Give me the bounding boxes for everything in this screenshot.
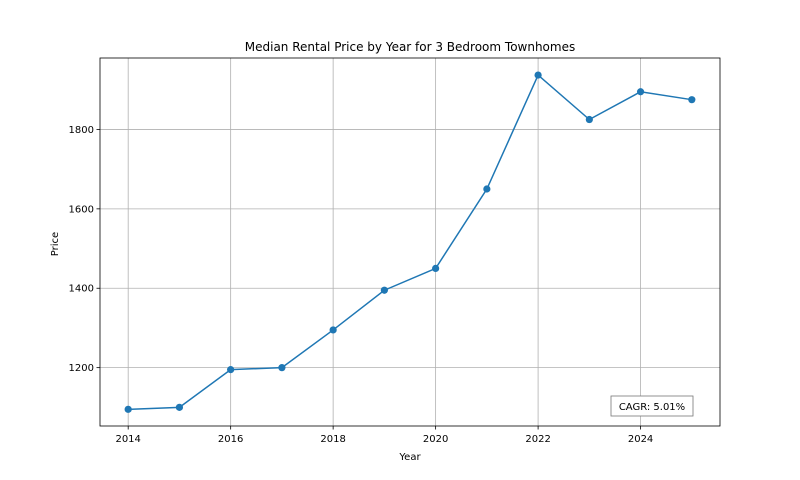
- data-point: [534, 71, 542, 79]
- grid-lines: [100, 58, 720, 426]
- data-point: [175, 403, 184, 411]
- data-point: [432, 264, 440, 272]
- y-tick-label: 1200: [69, 363, 94, 374]
- data-point: [329, 326, 337, 334]
- y-tick-label: 1800: [69, 125, 94, 136]
- data-point: [688, 96, 696, 104]
- series-line: [128, 73, 692, 411]
- axes: [99, 57, 721, 427]
- x-tick-label: 2024: [628, 434, 653, 445]
- annotation-text: CAGR: 5.01%: [619, 402, 685, 413]
- plot-frame: [99, 57, 721, 427]
- x-axis-label: Year: [398, 452, 421, 463]
- data-point: [278, 364, 286, 372]
- x-tick-label: 2018: [320, 434, 345, 445]
- x-tick-label: 2020: [423, 434, 448, 445]
- ticks: 2014 2016 2018 2020 2022 2024 1200 1400 1600 1800: [69, 125, 654, 445]
- annotation-box: [610, 395, 694, 417]
- y-tick-label: 1600: [69, 204, 94, 215]
- x-tick-label: 2014: [115, 434, 140, 445]
- y-tick-label: 1400: [69, 284, 94, 295]
- data-point: [636, 88, 645, 96]
- y-axis-label: Price: [50, 232, 61, 256]
- data-point: [380, 286, 388, 294]
- data-point: [124, 405, 132, 413]
- data-point: [585, 115, 593, 124]
- x-tick-label: 2016: [218, 434, 243, 445]
- data-point: [227, 366, 235, 374]
- data-series: [124, 71, 696, 413]
- cagr-annotation: CAGR: 5.01%: [610, 395, 694, 417]
- chart-title: Median Rental Price by Year for 3 Bedroo…: [245, 40, 575, 54]
- x-tick-label: 2022: [525, 434, 550, 445]
- data-point: [483, 185, 491, 193]
